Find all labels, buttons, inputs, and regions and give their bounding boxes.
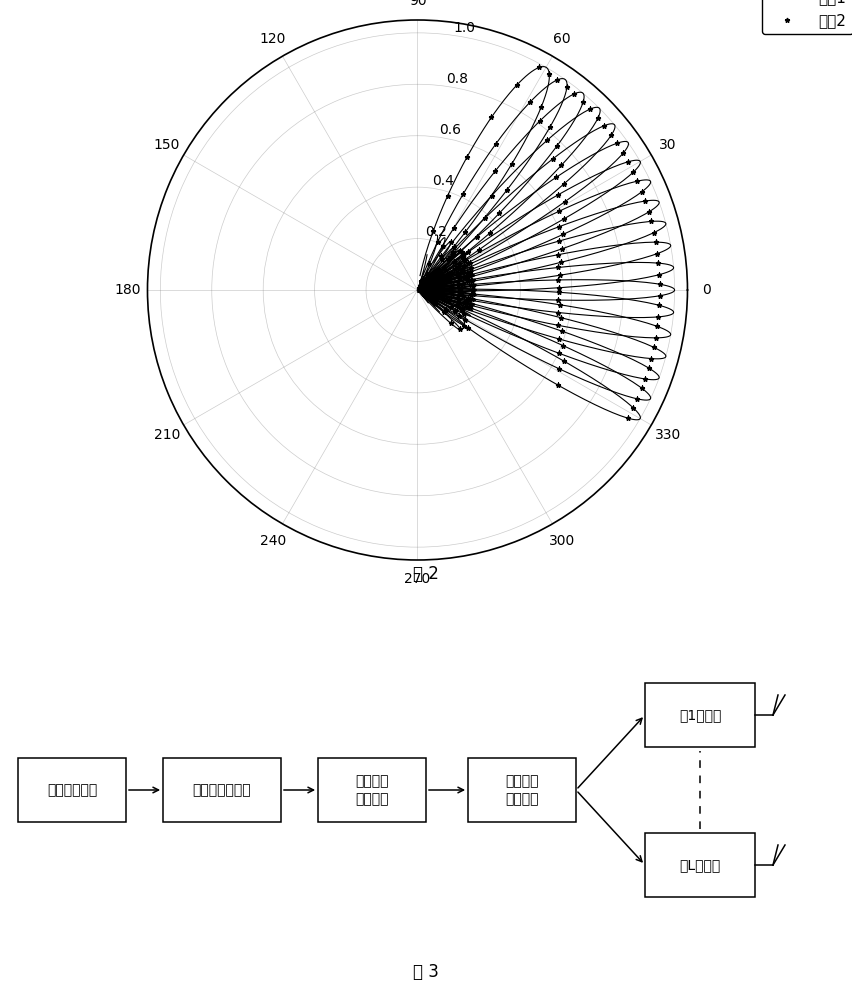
- 波束2: [534, 61, 544, 73]
- Bar: [645, 683, 755, 747]
- 波束1: [541, 61, 551, 73]
- 波束2: [448, 248, 458, 260]
- 波束1: [451, 250, 461, 262]
- Bar: [645, 833, 755, 897]
- 波束1: [475, 207, 485, 219]
- 波束1: [523, 129, 533, 141]
- 波束2: [544, 68, 555, 80]
- 波束2: [442, 190, 452, 202]
- 波束2: [460, 226, 470, 238]
- Line: 波束2: 波束2: [417, 65, 552, 291]
- 波束2: [506, 158, 516, 170]
- Text: 图 3: 图 3: [413, 963, 439, 981]
- Text: 信道编码单元: 信道编码单元: [47, 783, 97, 797]
- 波束2: [414, 282, 424, 294]
- 波束1: [509, 153, 520, 165]
- 波束1: [437, 263, 447, 275]
- Text: 图 2: 图 2: [413, 565, 439, 583]
- 波束2: [512, 79, 522, 91]
- 波束2: [486, 111, 497, 123]
- 波束1: [447, 249, 458, 261]
- 波束2: [536, 101, 546, 113]
- Text: 第1天线组: 第1天线组: [679, 708, 721, 722]
- 波束1: [423, 240, 433, 252]
- 波束1: [412, 284, 423, 296]
- Legend: 波束1, 波束2: 波束1, 波束2: [763, 0, 852, 34]
- Bar: [318, 758, 426, 822]
- Text: 发射分集
编码单元: 发射分集 编码单元: [355, 774, 389, 806]
- Text: 发射分集
加权单元: 发射分集 加权单元: [505, 774, 538, 806]
- 波束1: [415, 270, 425, 282]
- Bar: [468, 758, 576, 822]
- Bar: [18, 758, 126, 822]
- Text: 第L天线组: 第L天线组: [679, 858, 721, 872]
- Text: 星座图映射单元: 星座图映射单元: [193, 783, 251, 797]
- Line: 波束1: 波束1: [417, 67, 550, 290]
- Bar: [163, 758, 281, 822]
- 波束2: [462, 151, 472, 163]
- 波束2: [429, 225, 439, 237]
